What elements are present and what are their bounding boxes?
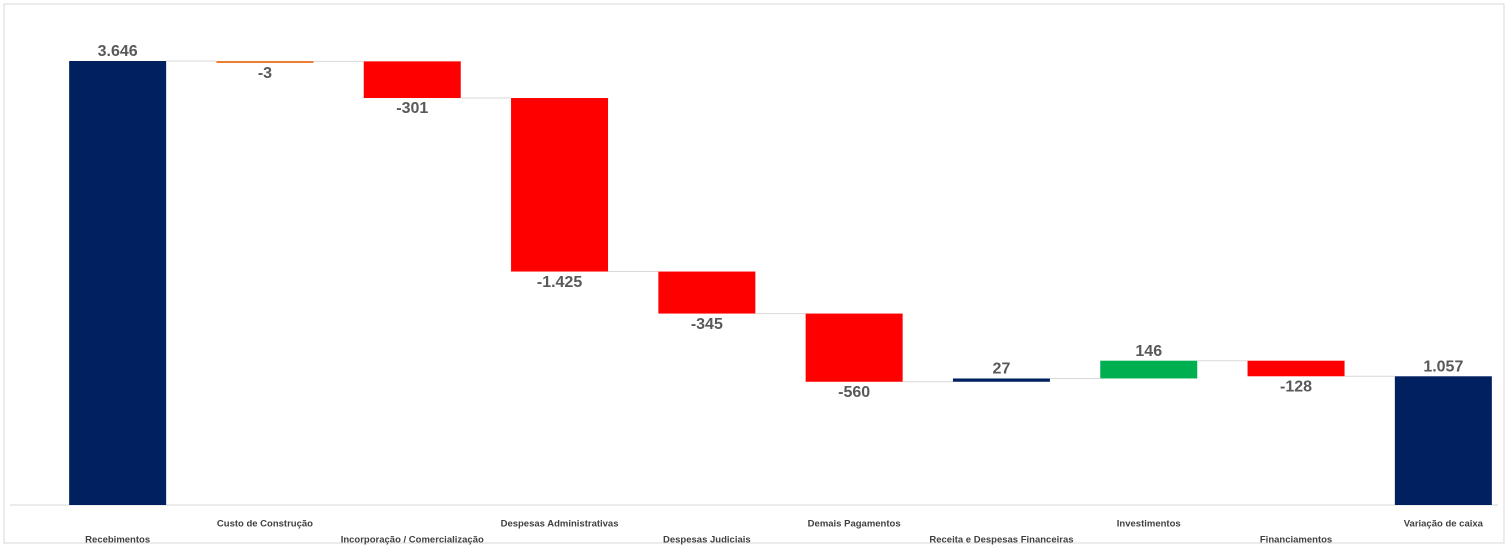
value-label: -560 — [838, 384, 870, 401]
value-label: 3.646 — [98, 43, 138, 60]
value-label: -345 — [691, 316, 723, 333]
bar — [511, 98, 609, 272]
bar — [1100, 360, 1198, 379]
bar — [69, 61, 167, 505]
value-label: -128 — [1280, 379, 1312, 396]
value-label: -301 — [396, 100, 428, 117]
value-label: -1.425 — [537, 274, 582, 291]
x-tick-label: Investimentos — [1117, 519, 1181, 530]
x-tick-label: Recebimentos — [85, 535, 150, 546]
bar — [363, 61, 461, 99]
bar — [658, 271, 756, 314]
x-tick-label: Despesas Judiciais — [663, 535, 751, 546]
bar — [952, 378, 1050, 382]
chart-frame — [3, 3, 1505, 544]
x-tick-label: Custo de Construção — [217, 519, 313, 530]
x-tick-label: Receita e Despesas Financeiras — [929, 535, 1073, 546]
x-tick-label: Demais Pagamentos — [808, 519, 901, 530]
bar — [1394, 376, 1492, 505]
bar — [1247, 360, 1345, 377]
x-tick-label: Financiamentos — [1260, 535, 1332, 546]
value-label: 146 — [1135, 343, 1162, 360]
value-label: 27 — [993, 361, 1011, 378]
value-label: 1.057 — [1423, 359, 1463, 376]
bar — [805, 313, 903, 382]
value-label: -3 — [258, 65, 272, 82]
x-tick-label: Variação de caixa — [1404, 519, 1484, 530]
x-tick-label: Incorporação / Comercialização — [341, 535, 484, 546]
x-tick-label: Despesas Administrativas — [501, 519, 619, 530]
bar — [216, 61, 314, 63]
